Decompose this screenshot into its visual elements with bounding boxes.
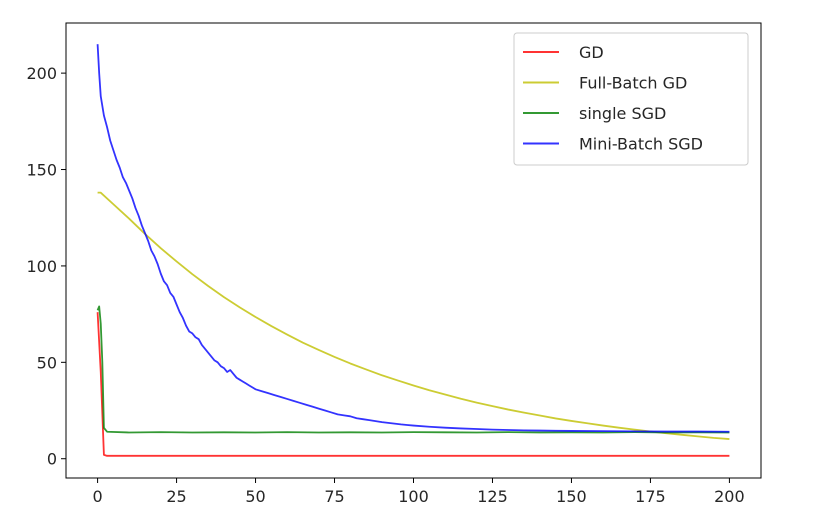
series-line-mini-batch-sgd (96, 44, 730, 433)
x-axis: 0 25 50 75 100 125 150 175 200 (92, 478, 745, 506)
x-tick-label: 100 (398, 487, 429, 506)
series-line-full-batch-gd (97, 191, 730, 440)
legend-label: GD (579, 43, 604, 62)
legend-label: Full-Batch GD (579, 74, 687, 93)
y-tick-label: 150 (26, 161, 57, 180)
legend-label: Mini-Batch SGD (579, 135, 703, 154)
x-tick-label: 175 (635, 487, 666, 506)
x-tick-label: 0 (92, 487, 102, 506)
x-tick-label: 200 (714, 487, 745, 506)
series-layer (96, 44, 730, 457)
x-tick-label: 50 (245, 487, 265, 506)
x-tick-label: 75 (324, 487, 344, 506)
x-tick-label: 150 (556, 487, 587, 506)
legend: GD Full-Batch GD single SGD Mini-Batch SGD (513, 32, 749, 166)
y-tick-label: 100 (26, 257, 57, 276)
y-tick-label: 0 (47, 450, 57, 469)
series-line-single-sgd (96, 305, 730, 434)
x-tick-label: 125 (477, 487, 508, 506)
y-tick-label: 200 (26, 64, 57, 83)
y-axis: 0 50 100 150 200 (26, 64, 66, 469)
x-tick-label: 25 (166, 487, 186, 506)
legend-box (513, 32, 749, 166)
series-line-gd (96, 312, 730, 457)
legend-label: single SGD (579, 104, 666, 123)
y-tick-label: 50 (37, 353, 57, 372)
